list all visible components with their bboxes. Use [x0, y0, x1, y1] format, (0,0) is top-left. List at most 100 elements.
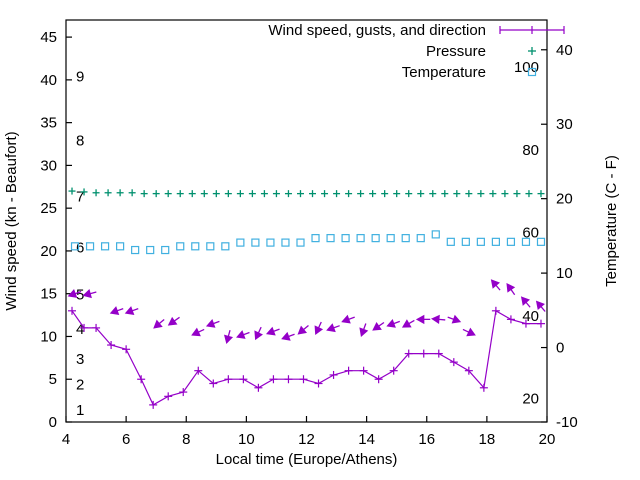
- arrow-head: [266, 326, 276, 336]
- gust-direction-arrow: [490, 279, 501, 291]
- arrow-head: [314, 325, 324, 336]
- axis-titles: Local time (Europe/Athens) Wind speed (kn…: [3, 131, 620, 468]
- right-tick-label: 30: [556, 116, 573, 133]
- beaufort-label: 5: [76, 287, 84, 304]
- temperature-point: [311, 234, 320, 243]
- y2-axis-title: Temperature (C - F): [603, 155, 620, 287]
- pressure-point: [80, 188, 88, 196]
- gust-direction-arrow: [205, 319, 220, 328]
- beaufort-label: 8: [76, 133, 84, 150]
- wind-speed-point: [284, 375, 293, 384]
- gust-direction-arrow: [341, 314, 355, 324]
- gust-direction-arrow: [167, 316, 180, 326]
- gust-direction-arrow: [430, 314, 446, 325]
- temperature-point: [266, 238, 275, 247]
- pressure-point: [176, 190, 184, 198]
- fahrenheit-label: 20: [522, 390, 539, 407]
- temperature-point: [161, 245, 170, 255]
- gust-direction-arrow: [67, 289, 82, 298]
- temperature-point: [536, 237, 546, 246]
- wind-speed-point: [389, 366, 398, 375]
- pressure-point: [381, 190, 389, 198]
- gust-direction-arrow: [153, 318, 165, 329]
- wind-speed-point: [68, 306, 77, 315]
- beaufort-label: 9: [76, 69, 84, 86]
- arrow-shaft: [363, 323, 367, 330]
- pressure-point: [309, 190, 317, 198]
- bottom-tick-label: 10: [238, 431, 255, 448]
- wind-speed-point: [149, 400, 158, 409]
- pressure-point: [513, 190, 521, 198]
- arrow-head: [124, 306, 135, 316]
- pressure-point: [260, 190, 268, 198]
- pressure-point: [393, 190, 401, 198]
- pressure-point: [501, 190, 509, 198]
- pressure-point: [369, 190, 377, 198]
- beaufort-label: 7: [76, 188, 84, 205]
- wind-speed-point: [479, 383, 488, 392]
- gust-direction-arrow: [109, 306, 124, 316]
- wind-speed-point: [404, 349, 413, 358]
- wind-speed-point: [194, 366, 203, 375]
- wind-speed-point: [299, 375, 308, 384]
- gust-direction-arrow: [520, 296, 531, 308]
- arrow-head: [82, 288, 92, 299]
- beaufort-label: 2: [76, 377, 84, 394]
- temperature-point: [85, 242, 95, 251]
- temperature-point: [446, 237, 455, 246]
- arrow-shaft: [116, 307, 124, 312]
- arrow-shaft: [273, 328, 280, 332]
- temperature-point: [416, 234, 425, 243]
- wind-speed-point: [491, 306, 500, 315]
- pressure-point: [116, 189, 124, 197]
- temperature-point: [296, 238, 305, 247]
- bottom-tick-label: 4: [62, 431, 70, 448]
- left-tick-label: 5: [49, 371, 57, 388]
- wind-speed-point: [359, 366, 368, 375]
- arrow-head: [236, 330, 246, 339]
- wind-speed-point: [449, 358, 458, 367]
- wind-speed-point: [314, 379, 323, 388]
- wind-speed-point: [92, 323, 101, 332]
- pressure-point: [152, 190, 160, 198]
- pressure-point: [465, 190, 473, 198]
- arrow-shaft: [438, 318, 446, 321]
- temperature-point: [506, 237, 516, 246]
- arrow-shaft: [510, 289, 516, 296]
- pressure-point: [272, 190, 280, 198]
- pressure-point: [441, 190, 449, 198]
- pressure-point: [489, 190, 497, 198]
- pressure-point: [525, 190, 533, 198]
- wind-speed-point: [434, 349, 443, 358]
- left-tick-label: 15: [40, 286, 57, 303]
- pressure-point: [236, 190, 244, 198]
- wind-speed-point: [239, 375, 248, 384]
- wind-speed-point: [344, 366, 353, 375]
- temperature-point: [401, 234, 410, 243]
- wind-speed-point: [269, 375, 278, 384]
- gust-direction-arrow: [386, 319, 401, 328]
- arrow-head: [153, 319, 163, 329]
- gust-direction-arrow: [124, 306, 139, 316]
- arrow-shaft: [74, 290, 82, 295]
- legend-square: [527, 67, 537, 77]
- pressure-point: [200, 190, 208, 198]
- wind-speed-point: [164, 392, 173, 401]
- wind-speed-point: [536, 319, 545, 328]
- left-tick-label: 35: [40, 115, 57, 132]
- gust-direction-arrow: [191, 327, 205, 337]
- right-tick-label: -10: [556, 414, 578, 431]
- pressure-point: [92, 189, 100, 197]
- beaufort-label: 4: [76, 321, 84, 338]
- fahrenheit-label: 100: [514, 59, 539, 76]
- legend-label-2: Temperature: [402, 64, 486, 81]
- arrow-head: [67, 289, 78, 298]
- gust-direction-arrow: [82, 288, 97, 299]
- arrow-shaft: [495, 284, 501, 291]
- wind-speed-point: [179, 388, 188, 397]
- temperature-point: [221, 242, 230, 251]
- wind-speed-point: [137, 375, 146, 384]
- left-tick-label: 10: [40, 328, 57, 345]
- fahrenheit-label: 60: [522, 224, 539, 241]
